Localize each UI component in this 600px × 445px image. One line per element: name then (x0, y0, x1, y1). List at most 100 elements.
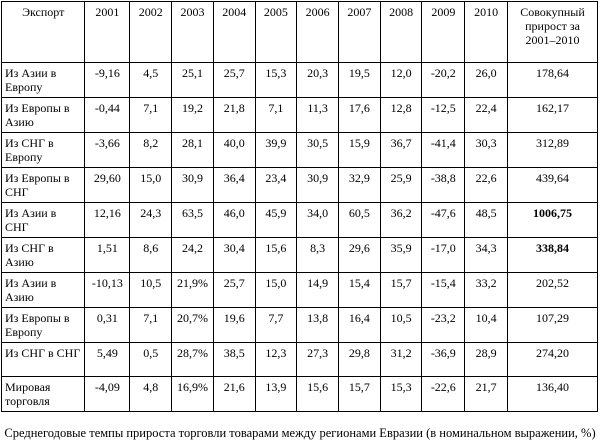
cell: 17,6 (337, 97, 381, 133)
cell: 45,9 (254, 202, 298, 238)
cell: 10,5 (129, 272, 173, 308)
cell: 7,1 (129, 307, 173, 343)
cell: -41,4 (421, 132, 466, 168)
row-label: Из Европы в СНГ (0, 167, 86, 203)
cell: 19,2 (171, 97, 214, 133)
row-label: Из Азии в СНГ (0, 202, 86, 238)
cell: 34,3 (464, 237, 509, 273)
cell: 19,6 (212, 307, 256, 343)
cell: 20,3 (296, 62, 339, 98)
data-table: Экспорт 2001 2002 2003 2004 2005 2006 2007 2008 2… (0, 1, 598, 412)
cell: 4,5 (129, 62, 173, 98)
cell: 15,4 (337, 272, 381, 308)
cell: 136,40 (507, 376, 598, 412)
cell: -38,8 (421, 167, 466, 203)
cell: 36,2 (379, 202, 423, 238)
row-label: Из Азии в Азию (0, 272, 86, 308)
table-row: Из Азии в Европу -9,16 4,5 25,1 25,7 15,3 20,3… (0, 62, 598, 98)
cell: 27,3 (296, 342, 339, 377)
cell: 162,17 (507, 97, 598, 133)
column-header: 2006 (296, 1, 339, 63)
cell: 12,3 (254, 342, 298, 377)
cell: 5,49 (84, 342, 131, 377)
cell: -12,5 (421, 97, 466, 133)
column-header: 2007 (337, 1, 381, 63)
cell: 338,84 (507, 237, 598, 273)
cell: 12,8 (379, 97, 423, 133)
row-label: Из СНГ в СНГ (0, 342, 86, 377)
cell: 15,7 (379, 272, 423, 308)
row-label: Из Европы в Азию (0, 97, 86, 133)
cell: 13,9 (254, 376, 298, 412)
cell: 25,9 (379, 167, 423, 203)
column-header: 2001 (84, 1, 131, 63)
table-row: Из СНГ в Азию 1,51 8,6 24,2 30,4 15,6 8,3 29,6 3… (0, 237, 598, 273)
cell: 26,0 (464, 62, 509, 98)
cell: 30,9 (296, 167, 339, 203)
cell: 0,5 (129, 342, 173, 377)
table-row: Мировая торговля -4,09 4,8 16,9% 21,6 13,9 15,… (0, 376, 598, 412)
cell: 14,9 (296, 272, 339, 308)
cell: 38,5 (212, 342, 256, 377)
table-row: Из Европы в СНГ 29,60 15,0 30,9 36,4 23,4 30,9… (0, 167, 598, 203)
cell: -20,2 (421, 62, 466, 98)
column-header: 2003 (171, 1, 214, 63)
cell: 21,9% (171, 272, 214, 308)
cell: 15,0 (254, 272, 298, 308)
cell: 31,2 (379, 342, 423, 377)
cell: 46,0 (212, 202, 256, 238)
cell: 202,52 (507, 272, 598, 308)
cell: 7,1 (129, 97, 173, 133)
cell: 7,1 (254, 97, 298, 133)
cell: 15,0 (129, 167, 173, 203)
cell: 25,1 (171, 62, 214, 98)
cell: 16,9% (171, 376, 214, 412)
cell: 10,5 (379, 307, 423, 343)
cell: 29,6 (337, 237, 381, 273)
row-label: Мировая торговля (0, 376, 86, 412)
cell: 29,60 (84, 167, 131, 203)
cell: 15,3 (254, 62, 298, 98)
cell: -36,9 (421, 342, 466, 377)
cell: 23,4 (254, 167, 298, 203)
cell: -17,0 (421, 237, 466, 273)
cell: -22,6 (421, 376, 466, 412)
cell: 28,1 (171, 132, 214, 168)
cell: 178,64 (507, 62, 598, 98)
cell: 36,7 (379, 132, 423, 168)
cell: 21,8 (212, 97, 256, 133)
table-row: Из Европы в Азию -0,44 7,1 19,2 21,8 7,1 11,3 1… (0, 97, 598, 133)
cell: 29,8 (337, 342, 381, 377)
cell: 30,5 (296, 132, 339, 168)
cell: 4,8 (129, 376, 173, 412)
cell: 15,9 (337, 132, 381, 168)
cell: 439,64 (507, 167, 598, 203)
cell: 30,3 (464, 132, 509, 168)
cell: 63,5 (171, 202, 214, 238)
cell: 274,20 (507, 342, 598, 377)
table-row: Из Европы в Европу 0,31 7,1 20,7% 19,6 7,7 13,… (0, 307, 598, 343)
cell: -0,44 (84, 97, 131, 133)
cell: 60,5 (337, 202, 381, 238)
cell: -47,6 (421, 202, 466, 238)
table-row: Из СНГ в Европу -3,66 8,2 28,1 40,0 39,9 30,5 1… (0, 132, 598, 168)
cell: 30,4 (212, 237, 256, 273)
cell: 21,6 (212, 376, 256, 412)
cell: 20,7% (171, 307, 214, 343)
cell: 25,7 (212, 62, 256, 98)
cell: 32,9 (337, 167, 381, 203)
cell: 34,0 (296, 202, 339, 238)
column-header: Экспорт (0, 1, 86, 63)
cell: 25,7 (212, 272, 256, 308)
cell: 24,3 (129, 202, 173, 238)
cell: -9,16 (84, 62, 131, 98)
cell: 15,6 (254, 237, 298, 273)
table-body: Из Азии в Европу -9,16 4,5 25,1 25,7 15,3 20,3… (0, 62, 598, 412)
cell: 15,3 (379, 376, 423, 412)
caption: Среднегодовые темпы прироста торговли то… (4, 426, 596, 440)
cell: 0,31 (84, 307, 131, 343)
cell: 39,9 (254, 132, 298, 168)
cell: 15,6 (296, 376, 339, 412)
cell: 30,9 (171, 167, 214, 203)
